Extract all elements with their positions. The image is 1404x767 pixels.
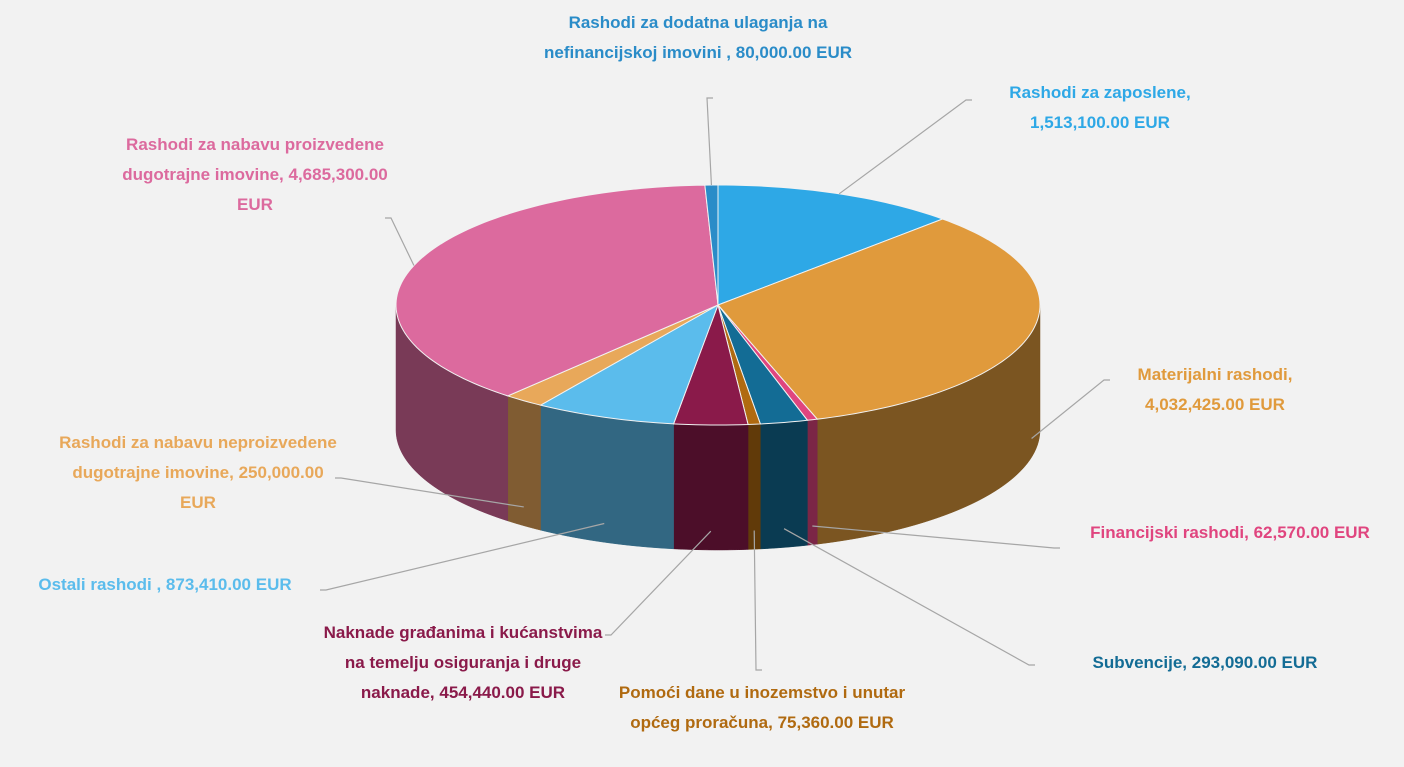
leader-line bbox=[838, 99, 972, 195]
pie-slice bbox=[704, 184, 719, 306]
category-label: Rashodi za nabavu proizvedene dugotrajne… bbox=[122, 135, 384, 184]
pie-slice bbox=[539, 303, 719, 425]
data-label: Materijalni rashodi, 4,032,425.00 EUR bbox=[1105, 360, 1325, 420]
value-label: 250,000.00 EUR bbox=[180, 463, 324, 512]
leaders bbox=[320, 97, 1110, 671]
pie-slice bbox=[717, 218, 1041, 420]
pie-slice bbox=[717, 304, 809, 425]
data-label: Pomoći dane u inozemstvo i unutar općeg … bbox=[612, 678, 912, 738]
category-label: Materijalni rashodi, bbox=[1137, 365, 1293, 384]
category-label: Rashodi za zaposlene, bbox=[1009, 83, 1191, 102]
leader-line bbox=[1031, 379, 1110, 439]
data-label: Rashodi za nabavu neproizvedene dugotraj… bbox=[53, 428, 343, 518]
data-label: Rashodi za zaposlene, 1,513,100.00 EUR bbox=[970, 78, 1230, 138]
pie-sides bbox=[395, 304, 1041, 551]
category-label: Financijski rashodi, bbox=[1090, 523, 1249, 542]
category-label: Rashodi za dodatna ulaganja na nefinanci… bbox=[543, 13, 828, 62]
category-label: Subvencije, bbox=[1092, 653, 1188, 672]
category-label: Rashodi za nabavu neproizvedene dugotraj… bbox=[59, 433, 337, 482]
leader-line bbox=[335, 477, 524, 508]
category-label: Naknade građanima i kućanstvima na temel… bbox=[323, 623, 603, 702]
value-label: 62,570.00 EUR bbox=[1253, 523, 1370, 542]
leader-line bbox=[320, 522, 605, 591]
data-label: Rashodi za nabavu proizvedene dugotrajne… bbox=[110, 130, 400, 220]
value-label: 873,410.00 EUR bbox=[165, 575, 292, 594]
leader-line bbox=[783, 528, 1035, 666]
pie-slice bbox=[672, 303, 749, 426]
data-label: Rashodi za dodatna ulaganja na nefinanci… bbox=[533, 8, 863, 68]
value-label: 1,513,100.00 EUR bbox=[1030, 113, 1170, 132]
value-label: 454,440.00 EUR bbox=[439, 683, 566, 702]
category-label: Pomoći dane u inozemstvo i unutar općeg … bbox=[618, 683, 906, 732]
category-label: Ostali rashodi , bbox=[38, 575, 162, 594]
pie-side bbox=[760, 420, 808, 550]
pie-side bbox=[507, 395, 541, 531]
value-label: 80,000.00 EUR bbox=[735, 43, 853, 62]
pie-slice bbox=[717, 184, 944, 306]
pie-side bbox=[673, 423, 749, 551]
data-label: Financijski rashodi, 62,570.00 EUR bbox=[1065, 518, 1395, 548]
value-label: 293,090.00 EUR bbox=[1191, 653, 1318, 672]
data-label: Naknade građanima i kućanstvima na temel… bbox=[318, 618, 608, 708]
value-label: 4,032,425.00 EUR bbox=[1145, 395, 1285, 414]
data-label: Subvencije, 293,090.00 EUR bbox=[1040, 648, 1370, 678]
leader-line bbox=[753, 530, 762, 671]
data-label: Ostali rashodi , 873,410.00 EUR bbox=[5, 570, 325, 600]
leader-line bbox=[385, 217, 415, 266]
value-label: 4,685,300.00 EUR bbox=[237, 165, 388, 214]
pie-side bbox=[540, 404, 674, 550]
leader-line bbox=[706, 97, 713, 186]
value-label: 75,360.00 EUR bbox=[777, 713, 894, 732]
leader-line bbox=[812, 525, 1060, 549]
pie-tops bbox=[395, 184, 1041, 426]
pie-slice bbox=[506, 304, 719, 406]
leader-line bbox=[605, 530, 712, 636]
